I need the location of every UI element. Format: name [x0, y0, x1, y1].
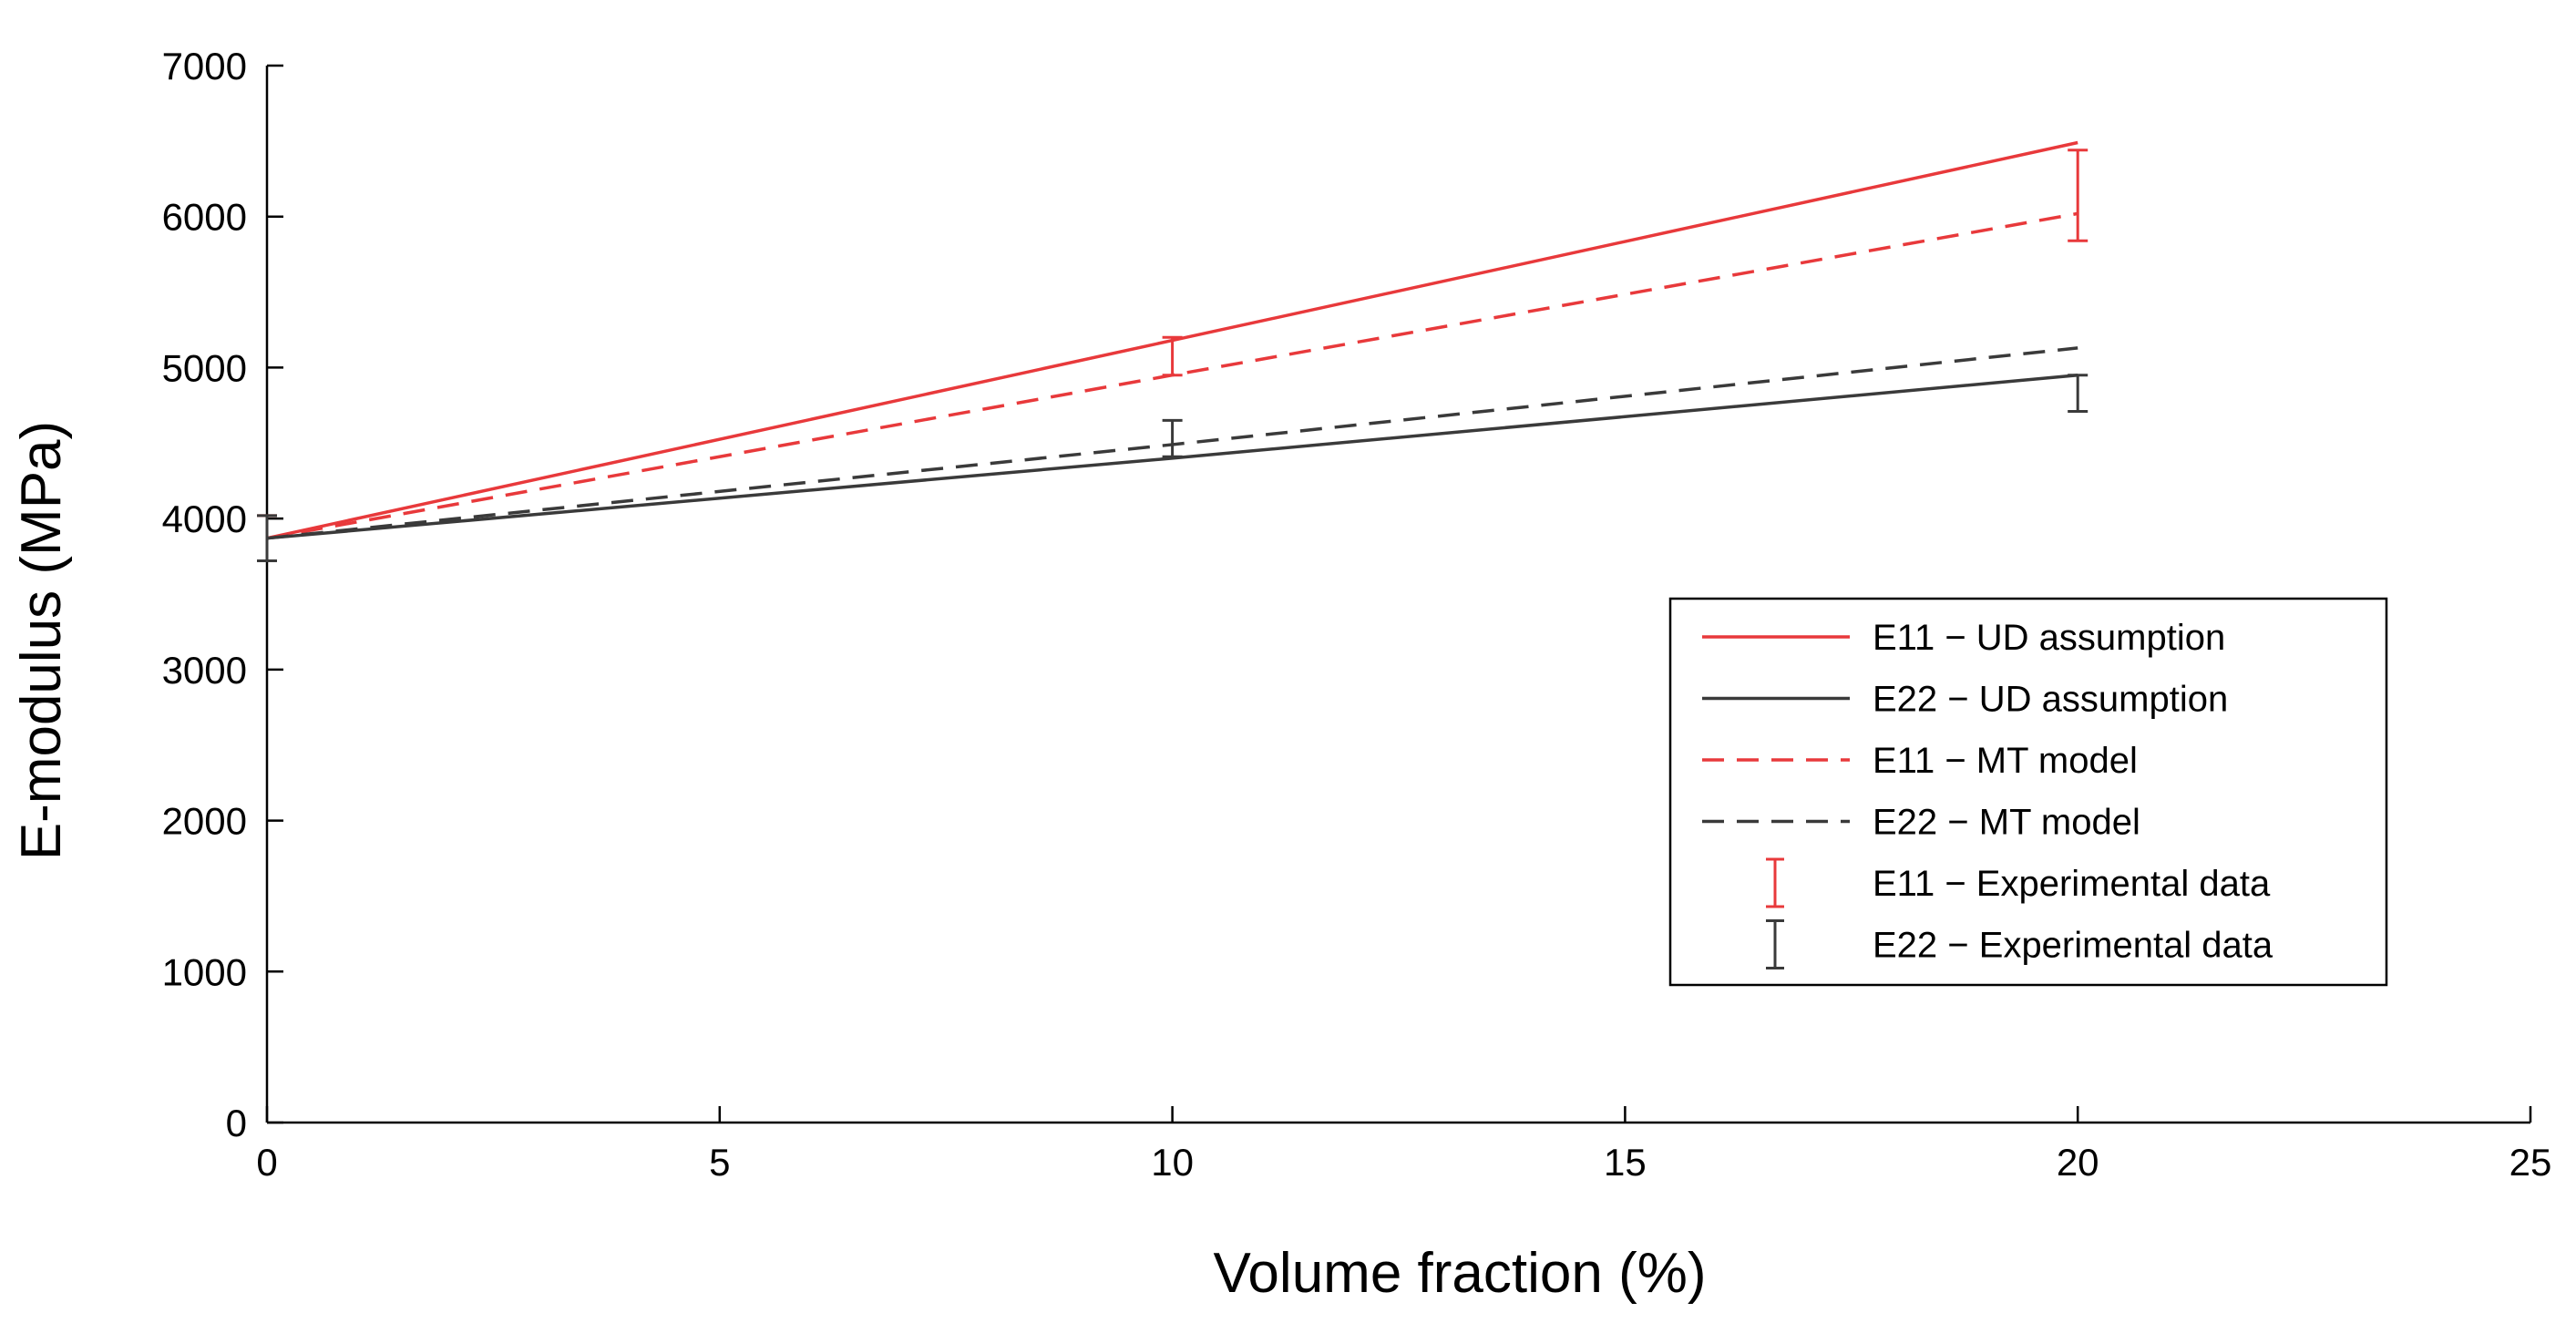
error-bar: [1162, 335, 1183, 377]
y-axis: 0 1000 2000 3000 4000 5000 6000 7000: [162, 45, 283, 1144]
y-tick-label: 3000: [162, 649, 247, 692]
series-layer: [257, 140, 2089, 563]
legend-label: E11 − MT model: [1873, 741, 2138, 781]
y-tick-label: 5000: [162, 346, 247, 389]
x-axis: 0 5 10 15 20 25: [256, 1106, 2551, 1184]
x-tick-label: 25: [2509, 1141, 2552, 1184]
x-tick-label: 10: [1151, 1141, 1194, 1184]
legend-item: E22 − MT model: [1702, 803, 2140, 843]
series-e22-experimental-data: [257, 374, 2089, 563]
y-tick-label: 4000: [162, 497, 247, 540]
y-axis-title: E-modulus (MPa): [10, 421, 73, 860]
legend-box: [1668, 597, 2388, 987]
legend-item: E11 − MT model: [1702, 741, 2138, 781]
x-tick-label: 5: [709, 1141, 730, 1184]
legend-label: E11 − UD assumption: [1873, 618, 2225, 658]
y-tick-label: 1000: [162, 950, 247, 993]
y-tick-label: 7000: [162, 45, 247, 87]
y-tick-label: 0: [226, 1102, 247, 1144]
legend-label: E22 − Experimental data: [1873, 926, 2273, 966]
y-tick-label: 6000: [162, 196, 247, 239]
error-bar: [2068, 149, 2089, 242]
legend-label: E22 − MT model: [1873, 803, 2140, 843]
legend-item: E22 − UD assumption: [1702, 680, 2228, 720]
legend-item: E11 − UD assumption: [1702, 618, 2225, 658]
series-e11-experimental-data: [257, 149, 2089, 563]
x-tick-label: 0: [256, 1141, 277, 1184]
legend-item: E11 − Experimental data: [1766, 857, 2271, 908]
legend-label: E22 − UD assumption: [1873, 680, 2228, 720]
error-bar: [257, 514, 277, 563]
legend-item: E22 − Experimental data: [1766, 919, 2273, 969]
series-line: [266, 373, 2078, 540]
x-tick-label: 20: [2057, 1141, 2099, 1184]
x-axis-title: Volume fraction (%): [1214, 1242, 1707, 1305]
series-e22-ud-assumption: [266, 373, 2078, 540]
error-bar: [2068, 374, 2089, 413]
error-bar: [1162, 418, 1183, 458]
y-tick-label: 2000: [162, 800, 247, 843]
legend-label: E11 − Experimental data: [1873, 864, 2271, 904]
legend: E11 − UD assumption E22 − UD assumption E1…: [1668, 597, 2388, 987]
x-tick-label: 15: [1604, 1141, 1647, 1184]
